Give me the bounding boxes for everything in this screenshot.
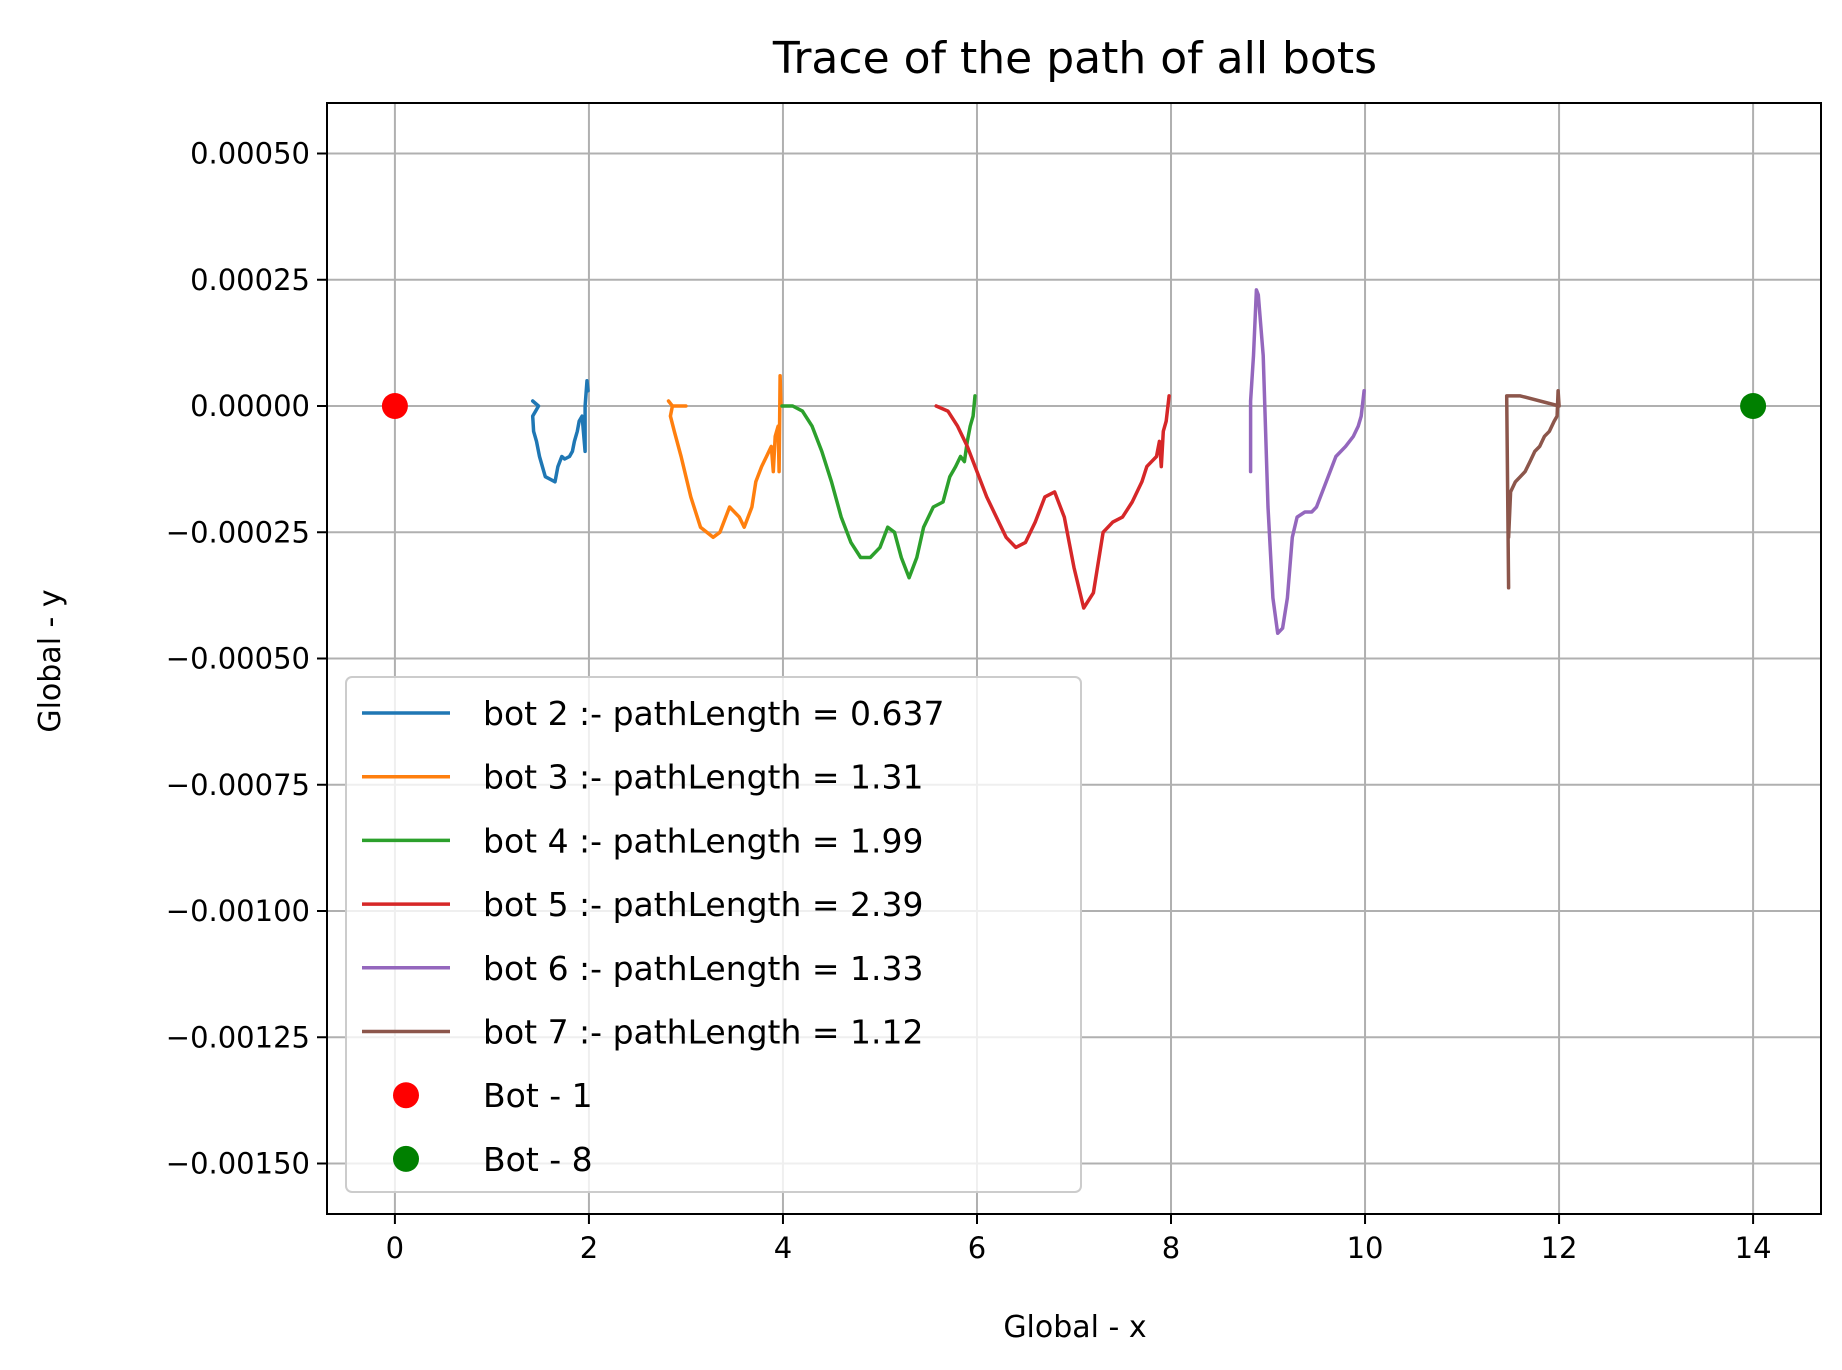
legend-label-1: bot 2 :- pathLength = 0.637 — [483, 694, 945, 733]
series-marker-8 — [1740, 393, 1767, 419]
series-line-6 — [1504, 389, 1561, 590]
y-tick-label: −0.00025 — [166, 515, 310, 549]
y-tick-label: −0.00050 — [166, 642, 310, 676]
axis-ticks: 0 2 4 6 8 10 12 14 0.00050 0.00025 0.00000 −0.00025… — [166, 137, 1772, 1266]
chart-title: Trace of the path of all bots — [772, 33, 1377, 84]
legend-box — [345, 676, 1082, 1193]
legend-label-7: Bot - 1 — [483, 1076, 593, 1115]
y-tick-label: −0.00150 — [166, 1147, 310, 1181]
legend-label-2: bot 3 :- pathLength = 1.31 — [483, 758, 924, 797]
x-tick-label: 14 — [1735, 1231, 1772, 1265]
legend-label-5: bot 6 :- pathLength = 1.33 — [483, 949, 924, 988]
legend-label-6: bot 7 :- pathLength = 1.12 — [483, 1013, 924, 1052]
legend-label-3: bot 4 :- pathLength = 1.99 — [483, 821, 924, 860]
y-axis-label: Global - y — [33, 589, 68, 732]
x-tick-label: 6 — [968, 1231, 986, 1265]
x-tick-label: 4 — [774, 1231, 792, 1265]
x-tick-label: 0 — [386, 1231, 404, 1265]
legend-swatch-8 — [393, 1145, 419, 1172]
y-tick-label: 0.00000 — [190, 389, 310, 423]
legend-swatch-7 — [393, 1082, 419, 1109]
series-line-5 — [1248, 288, 1366, 636]
series-line-2 — [666, 373, 783, 540]
plot-series — [381, 288, 1767, 636]
y-tick-label: −0.00100 — [166, 894, 310, 928]
series-line-3 — [780, 394, 977, 580]
y-tick-label: −0.00075 — [166, 768, 310, 802]
legend-label-4: bot 5 :- pathLength = 2.39 — [483, 885, 924, 924]
x-axis-label: Global - x — [1003, 1310, 1146, 1345]
x-tick-label: 8 — [1162, 1231, 1180, 1265]
series-line-1 — [530, 379, 590, 484]
y-tick-label: 0.00025 — [190, 263, 310, 297]
legend-label-8: Bot - 8 — [483, 1140, 593, 1179]
y-tick-label: −0.00125 — [166, 1020, 310, 1054]
legend: bot 2 :- pathLength = 0.637 bot 3 :- path… — [345, 676, 1082, 1193]
series-line-4 — [934, 394, 1171, 610]
x-tick-label: 12 — [1541, 1231, 1578, 1265]
y-tick-label: 0.00050 — [190, 137, 310, 171]
series-marker-7 — [381, 393, 408, 419]
x-tick-label: 10 — [1347, 1231, 1384, 1265]
x-tick-label: 2 — [580, 1231, 598, 1265]
